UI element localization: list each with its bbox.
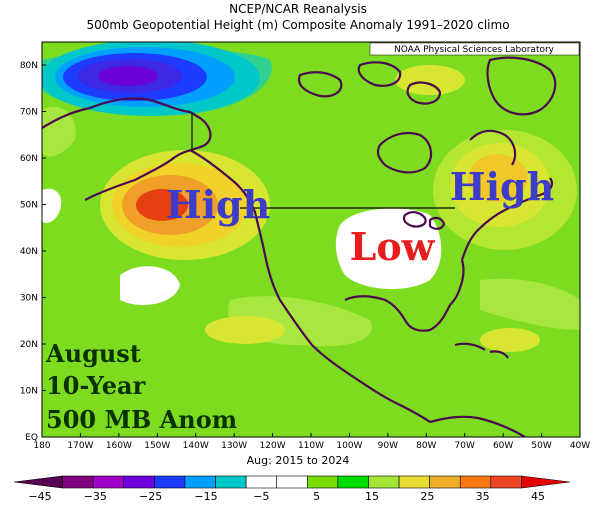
colorbar-segment — [13, 475, 63, 489]
credit-text: NOAA Physical Sciences Laboratory — [394, 45, 555, 55]
low-anom-area — [335, 208, 442, 290]
lon-label: 160W — [106, 441, 132, 451]
lon-label: 40W — [570, 441, 590, 451]
colorbar-label: 15 — [365, 490, 379, 503]
colorbar-segment — [215, 475, 247, 489]
colorbar-label: 5 — [313, 490, 320, 503]
high-east-core — [468, 154, 528, 202]
colorbar-segment — [490, 475, 522, 489]
note-line3: 500 MB Anom — [46, 405, 237, 434]
colorbar-label: 45 — [531, 490, 545, 503]
yellow-patch-2 — [480, 328, 540, 352]
lon-label: 140W — [183, 441, 209, 451]
neg-anom-core — [98, 66, 158, 86]
coastlines — [42, 56, 557, 437]
lat-label: 30N — [20, 294, 38, 304]
credit-box — [369, 42, 580, 56]
colorbar-label: −45 — [28, 490, 51, 503]
colorbar-segment — [337, 475, 369, 489]
lon-label: 130W — [221, 441, 247, 451]
colorbar-segment — [429, 475, 461, 489]
high-west-core — [136, 189, 188, 221]
lon-label: 90W — [378, 441, 398, 451]
colorbar-label: 35 — [476, 490, 490, 503]
colorbar-label: −15 — [194, 490, 217, 503]
lat-label: 70N — [20, 108, 38, 118]
lat-label: 10N — [20, 387, 38, 397]
lon-label: 100W — [336, 441, 362, 451]
colorbar-segment — [398, 475, 430, 489]
colorbar-segment — [521, 475, 571, 489]
chart-title-line2: 500mb Geopotential Height (m) Composite … — [86, 18, 510, 32]
lon-label: 110W — [298, 441, 324, 451]
yellow-patch-1 — [205, 316, 285, 344]
colorbar-segment — [123, 475, 155, 489]
lat-label: 60N — [20, 154, 38, 164]
lon-label: 180 — [33, 441, 50, 451]
colorbar-segment — [306, 475, 339, 489]
colorbar-label: −35 — [84, 490, 107, 503]
longitude-axis: 180 170W 160W 150W 140W 130W 120W 110W 100W 90W 80… — [33, 433, 590, 451]
colorbar-segment — [368, 475, 400, 489]
colorbar: −45 −35 −25 −15 −5 5 15 25 35 45 — [13, 475, 571, 503]
colorbar-segment — [245, 475, 278, 489]
annotation-lines — [191, 112, 455, 209]
colorbar-label: −25 — [139, 490, 162, 503]
lon-label: 50W — [531, 441, 551, 451]
field-light-green-east — [480, 278, 580, 330]
lat-label: EQ — [25, 433, 38, 443]
colorbar-segment — [62, 475, 94, 489]
label-low: Low — [350, 224, 436, 269]
lat-label: 80N — [20, 61, 38, 71]
lat-label: 40N — [20, 247, 38, 257]
lon-label: 70W — [455, 441, 475, 451]
colorbar-segment — [154, 475, 186, 489]
lat-label: 50N — [20, 201, 38, 211]
lat-label: 20N — [20, 340, 38, 350]
label-high-west: High — [166, 182, 271, 227]
chart-title-line1: NCEP/NCAR Reanalysis — [229, 2, 367, 16]
lon-label: 150W — [144, 441, 170, 451]
colorbar-label: 25 — [420, 490, 434, 503]
colorbar-segment — [184, 475, 216, 489]
neutral-area-pacific — [120, 266, 180, 305]
neutral-area-west — [42, 188, 62, 223]
lon-label: 60W — [493, 441, 513, 451]
label-high-east: High — [450, 164, 555, 209]
lon-label: 170W — [67, 441, 93, 451]
field-light-green-west — [42, 106, 76, 157]
colorbar-segment — [276, 475, 308, 489]
latitude-axis: 80N 70N 60N 50N 40N 30N 20N 10N EQ — [20, 61, 46, 443]
colorbar-label: −5 — [253, 490, 269, 503]
colorbar-segment — [92, 475, 125, 489]
anomaly-field — [42, 42, 580, 437]
yellow-patch-arctic — [395, 65, 465, 95]
colorbar-segment — [459, 475, 492, 489]
date-range-subtitle: Aug: 2015 to 2024 — [246, 454, 350, 467]
lon-label: 120W — [260, 441, 286, 451]
lon-label: 80W — [416, 441, 436, 451]
note-line1: August — [45, 339, 141, 368]
note-line2: 10-Year — [46, 371, 146, 400]
